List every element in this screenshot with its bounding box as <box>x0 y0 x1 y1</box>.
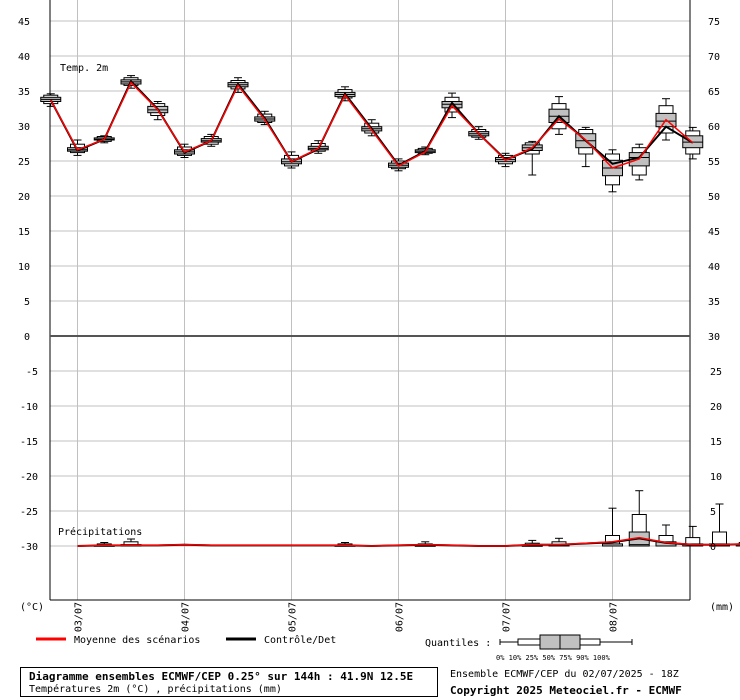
temp-left-tick-label: 20 <box>18 192 30 203</box>
grid <box>50 0 690 600</box>
temp-right-tick-label: 55 <box>708 157 720 168</box>
precip-left-tick-label: -15 <box>20 437 38 448</box>
temp-box <box>521 140 543 176</box>
chart-title: Diagramme ensembles ECMWF/CEP 0.25° sur … <box>29 670 414 683</box>
copyright-text: Copyright 2025 Meteociel.fr - ECMWF <box>450 684 682 697</box>
legend-mean-label: Moyenne des scénarios <box>74 634 200 646</box>
temp-right-tick-label: 70 <box>708 52 720 63</box>
temp-right-tick-label: 65 <box>708 87 720 98</box>
temp-left-tick-label: 35 <box>18 87 30 98</box>
temp-left-tick-label: 40 <box>18 52 30 63</box>
precipitation-series <box>77 490 740 548</box>
precip-left-tick-label: -30 <box>20 542 38 553</box>
precip-right-tick-label: 15 <box>710 437 722 448</box>
temperature-series <box>40 75 704 193</box>
axis-labels: 45403530252015105075706560555045403530-5… <box>18 17 722 632</box>
precip-right-tick-label: 20 <box>710 402 722 413</box>
precip-left-tick-label: -10 <box>20 402 38 413</box>
x-date-label: 06/07 <box>395 602 406 632</box>
temp-left-tick-label: 10 <box>18 262 30 273</box>
temp-right-tick-label: 50 <box>708 192 720 203</box>
left-unit-label: (°C) <box>20 602 44 613</box>
chart-title-box: Diagramme ensembles ECMWF/CEP 0.25° sur … <box>20 667 438 697</box>
temp-left-tick-label: 45 <box>18 17 30 28</box>
precip-left-tick-label: -25 <box>20 507 38 518</box>
legend-control-label: Contrôle/Det <box>264 634 336 646</box>
precip-right-tick-label: 0 <box>710 542 716 553</box>
axes <box>49 0 691 601</box>
temp-left-tick-label: 15 <box>18 227 30 238</box>
temp-left-tick-label: 25 <box>18 157 30 168</box>
temp-box <box>682 126 704 160</box>
x-date-label: 08/07 <box>609 602 620 632</box>
precip-box <box>602 507 623 547</box>
temp-right-tick-label: 40 <box>708 262 720 273</box>
temp-right-tick-label: 75 <box>708 17 720 28</box>
temp-left-tick-label: 5 <box>24 297 30 308</box>
precip-left-tick-label: -5 <box>26 367 38 378</box>
ensemble-run-info: Ensemble ECMWF/CEP du 02/07/2025 - 18Z <box>450 669 679 680</box>
precip-right-tick-label: 5 <box>710 507 716 518</box>
legend-quantile-ticks: 0% 10% 25% 50% 75% 90% 100% <box>496 654 611 662</box>
legend-quantile-box <box>499 634 633 650</box>
x-date-label: 05/07 <box>288 602 299 632</box>
temp-mean-line <box>50 81 694 169</box>
legend: Moyenne des scénarios Contrôle/Det Quant… <box>36 634 633 662</box>
precip-right-tick-label: 10 <box>710 472 722 483</box>
temp-box <box>602 149 623 193</box>
x-date-label: 03/07 <box>74 602 85 632</box>
temp-right-tick-label: 35 <box>708 297 720 308</box>
precip-mean-line <box>77 536 740 547</box>
temp-right-tick-label: 45 <box>708 227 720 238</box>
precip-box <box>682 525 704 547</box>
temp-right-tick-label: 60 <box>708 122 720 133</box>
chart-subtitle: Températures 2m (°C) , précipitations (m… <box>29 684 282 695</box>
precip-right-tick-label: 25 <box>710 367 722 378</box>
temp-left-tick-label: 30 <box>18 122 30 133</box>
precip-panel-label: Précipitations <box>58 526 142 538</box>
legend-quantiles-label: Quantiles : <box>425 638 491 649</box>
temp-box <box>40 93 62 107</box>
temp-panel-label: Temp. 2m <box>60 63 108 74</box>
x-date-label: 07/07 <box>502 602 513 632</box>
precip-left-tick-label: -20 <box>20 472 38 483</box>
temp-right-tick-label: 30 <box>708 332 720 343</box>
right-unit-label: (mm) <box>710 602 734 613</box>
temp-left-tick-label: 0 <box>24 332 30 343</box>
x-date-label: 04/07 <box>181 602 192 632</box>
